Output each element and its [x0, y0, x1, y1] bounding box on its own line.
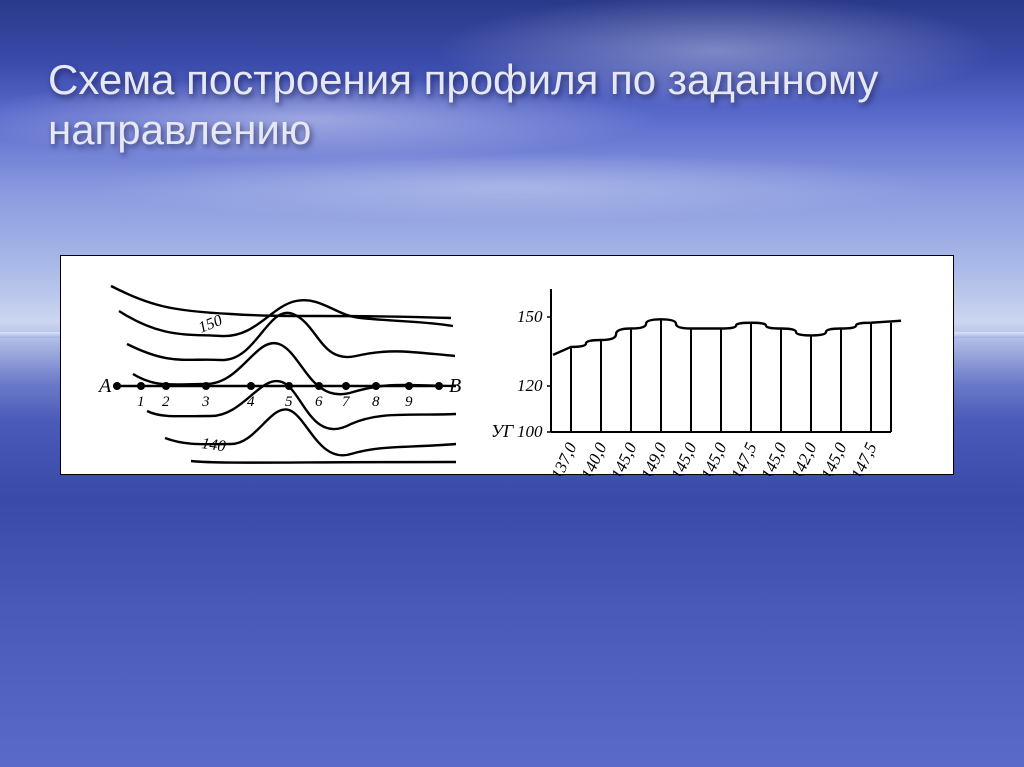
y-tick-label: 150 [517, 307, 543, 326]
section-point-label: 4 [247, 394, 255, 410]
label-b: В [449, 375, 461, 397]
contour-line [191, 461, 456, 463]
figure-panel: АВ123456789150140УГ100120150137,0140,014… [60, 255, 954, 475]
section-point-label: 1 [137, 394, 145, 410]
y-tick-label: 100 [517, 422, 543, 441]
contour-label-140: 140 [200, 435, 226, 455]
profile-value-label: 145,0 [757, 439, 791, 476]
section-point [202, 382, 210, 390]
section-point [285, 382, 293, 390]
section-point-label: 7 [342, 394, 351, 410]
profile-value-label: 147,5 [847, 440, 880, 476]
section-point-label: 5 [285, 394, 293, 410]
profile-value-label: 145,0 [667, 439, 701, 476]
profile-top-curve [553, 319, 901, 355]
profile-value-label: 137,0 [547, 439, 581, 476]
section-point [342, 382, 350, 390]
section-point [247, 382, 255, 390]
section-point-label: 6 [315, 394, 323, 410]
profile-value-label: 140,0 [577, 439, 611, 476]
contour-label-150: 150 [196, 312, 225, 337]
profile-value-label: 149,0 [637, 439, 671, 476]
y-axis-label: УГ [491, 421, 514, 441]
section-point-label: 9 [405, 394, 413, 410]
section-point-label: 8 [372, 394, 380, 410]
label-a: А [97, 375, 112, 397]
section-point [405, 382, 413, 390]
profile-value-label: 145,0 [607, 439, 641, 476]
contour-line [119, 300, 453, 336]
section-point-b [435, 382, 443, 390]
section-point [137, 382, 145, 390]
section-point-label: 2 [162, 394, 170, 410]
section-point-label: 3 [201, 394, 210, 410]
profile-value-label: 145,0 [697, 439, 731, 476]
profile-diagram: АВ123456789150140УГ100120150137,0140,014… [61, 256, 955, 476]
section-point [372, 382, 380, 390]
y-tick-label: 120 [517, 376, 543, 395]
profile-value-label: 147,5 [727, 440, 760, 476]
profile-value-label: 142,0 [787, 439, 821, 476]
section-point [162, 382, 170, 390]
profile-value-label: 145,0 [817, 439, 851, 476]
slide-title: Схема построения профиля по заданному на… [48, 55, 984, 156]
section-point-a [113, 382, 121, 390]
section-point [315, 382, 323, 390]
